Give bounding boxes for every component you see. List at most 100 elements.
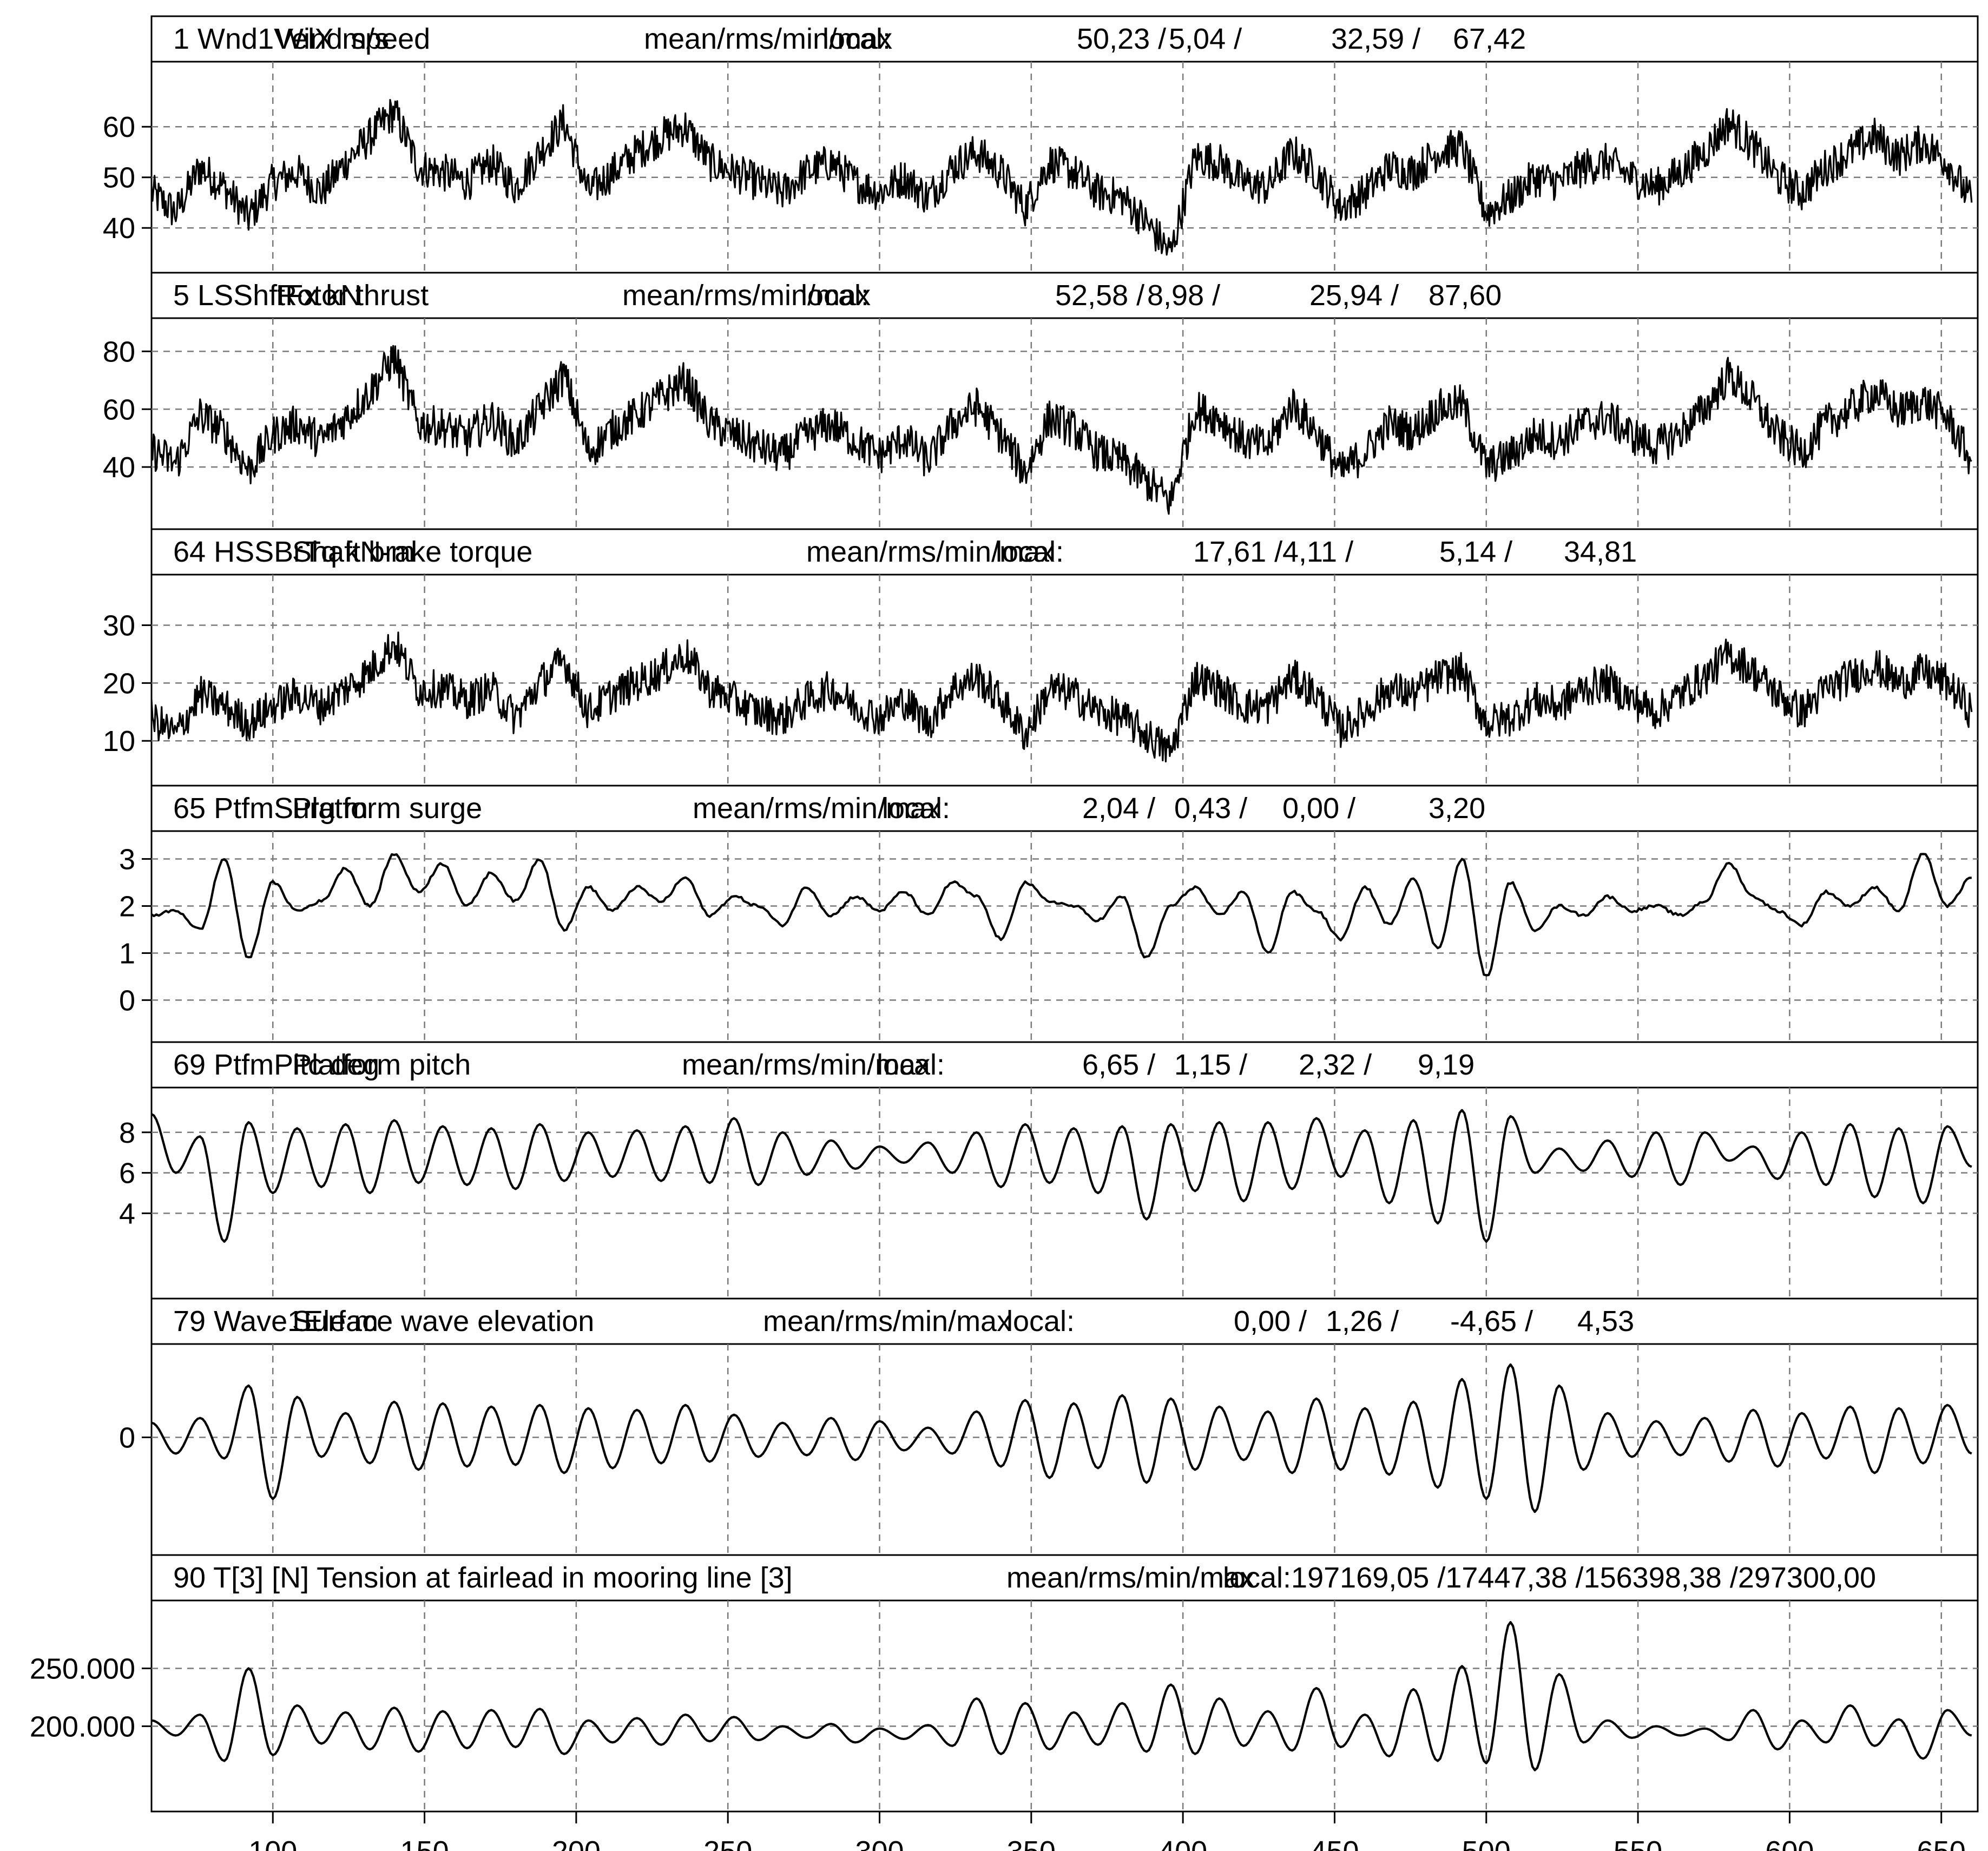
y-tick-label: 4 xyxy=(119,1197,135,1230)
y-tick-label: 40 xyxy=(103,212,135,245)
stat-mean: 2,04 / xyxy=(1082,792,1155,825)
stat-mean: 0,00 / xyxy=(1234,1305,1307,1338)
x-tick-label: 150 xyxy=(400,1835,449,1851)
stat-max: 9,19 xyxy=(1418,1049,1474,1081)
x-tick-label: 400 xyxy=(1158,1835,1207,1851)
y-tick-label: 20 xyxy=(103,667,135,700)
panel-plot-area xyxy=(150,830,1979,1043)
signal-description: Surface wave elevation xyxy=(292,1305,594,1338)
stat-max: 67,42 xyxy=(1453,23,1526,55)
stat-mean: 50,23 / xyxy=(1077,23,1166,55)
panel-plot-area xyxy=(150,1086,1979,1300)
y-tick-label: 30 xyxy=(103,609,135,642)
series-line xyxy=(152,98,1973,256)
stat-mean: 17,61 / xyxy=(1193,536,1282,568)
stat-max: 87,60 xyxy=(1429,279,1502,312)
x-tick-label: 600 xyxy=(1765,1835,1814,1851)
stat-rms: 1,26 / xyxy=(1326,1305,1399,1338)
local-label: local: xyxy=(882,792,950,825)
stats-label: mean/rms/min/max xyxy=(693,792,941,825)
series-line xyxy=(152,1621,1972,1771)
panel-header xyxy=(150,1554,1979,1602)
y-tick-label: 3 xyxy=(119,843,135,875)
stat-rms: 4,11 / xyxy=(1282,536,1353,568)
y-tick-label: 6 xyxy=(119,1157,135,1190)
y-tick-label: 60 xyxy=(103,111,135,143)
stats-label: mean/rms/min/max xyxy=(763,1305,1011,1338)
local-label: local: xyxy=(1006,1305,1075,1338)
y-tick-label: 8 xyxy=(119,1117,135,1149)
x-tick-label: 100 xyxy=(248,1835,297,1851)
stat-min: 32,59 / xyxy=(1331,23,1420,55)
x-tick-label: 650 xyxy=(1917,1835,1966,1851)
y-tick-label: 10 xyxy=(103,725,135,757)
stats-label: mean/rms/min/max xyxy=(622,279,871,312)
stat-min: 2,32 / xyxy=(1299,1049,1372,1081)
signal-name: 65 PtfmSurg m xyxy=(173,792,368,825)
signal-name: 69 PtfmPitc deg xyxy=(173,1049,379,1081)
panel-plot-area xyxy=(150,1343,1979,1556)
stat-rms: 0,43 / xyxy=(1174,792,1247,825)
stat-max: 4,53 xyxy=(1577,1305,1634,1338)
stat-rms: 1,15 / xyxy=(1174,1049,1247,1081)
y-tick-label: 40 xyxy=(103,451,135,484)
signal-description: Platform surge xyxy=(292,792,482,825)
y-tick-label: 1 xyxy=(119,937,135,970)
stat-max: 34,81 xyxy=(1564,536,1637,568)
series-line xyxy=(152,345,1972,515)
stat-max: 3,20 xyxy=(1429,792,1485,825)
local-label: local: xyxy=(996,536,1064,568)
series-line xyxy=(152,1363,1972,1513)
x-tick-label: 300 xyxy=(855,1835,904,1851)
series-line xyxy=(152,631,1973,763)
signal-name: 90 T[3] [N] Tension at fairlead in moori… xyxy=(173,1562,793,1594)
stats-label: mean/rms/min/max xyxy=(644,23,892,55)
stat-mean: local:197169,05 /17447,38 /156398,38 /29… xyxy=(1223,1562,1876,1594)
x-tick-label: 200 xyxy=(552,1835,601,1851)
x-tick-label: 450 xyxy=(1310,1835,1359,1851)
x-tick-label: 500 xyxy=(1462,1835,1511,1851)
stat-min: 0,00 / xyxy=(1282,792,1355,825)
panel-header xyxy=(150,1297,1979,1345)
signal-name: 5 LSShftFx kN xyxy=(173,279,361,312)
signal-name: 79 Wave1Ele m xyxy=(173,1305,378,1338)
stat-mean: 6,65 / xyxy=(1082,1049,1155,1081)
y-tick-label: 0 xyxy=(119,1422,135,1454)
y-tick-label: 50 xyxy=(103,162,135,194)
y-tick-label: 2 xyxy=(119,890,135,923)
stat-rms: 5,04 / xyxy=(1169,23,1242,55)
signal-name: 1 Wnd1VelX m/s xyxy=(173,23,389,55)
signal-description: Rotor thrust xyxy=(276,279,429,312)
stats-label: mean/rms/min/max xyxy=(806,536,1055,568)
y-tick-label: 60 xyxy=(103,393,135,426)
x-tick-label: 250 xyxy=(703,1835,752,1851)
x-tick-label: 350 xyxy=(1007,1835,1056,1851)
stat-min: 5,14 / xyxy=(1439,536,1512,568)
y-tick-label: 250.000 xyxy=(30,1653,135,1685)
y-tick-label: 200.000 xyxy=(30,1710,135,1743)
y-tick-label: 80 xyxy=(103,335,135,368)
series-line xyxy=(152,1109,1972,1243)
series-line xyxy=(152,853,1972,977)
signal-description: Wind speed xyxy=(276,23,430,55)
signal-description: Shaft brake torque xyxy=(292,536,532,568)
x-tick-label: 550 xyxy=(1614,1835,1662,1851)
local-label: local: xyxy=(877,1049,945,1081)
panel-header xyxy=(150,1041,1979,1089)
local-label: local: xyxy=(822,23,891,55)
signal-description: Platform pitch xyxy=(292,1049,471,1081)
local-label: local: xyxy=(801,279,869,312)
panel-header xyxy=(150,15,1979,63)
panel-header xyxy=(150,528,1979,576)
stat-min: 25,94 / xyxy=(1309,279,1399,312)
panel-plot-area xyxy=(150,1599,1979,1813)
stat-rms: 8,98 / xyxy=(1147,279,1220,312)
y-tick-label: 0 xyxy=(119,984,135,1017)
stat-mean: 52,58 / xyxy=(1055,279,1144,312)
stat-min: -4,65 / xyxy=(1450,1305,1533,1338)
signal-name: 64 HSSBrTq kN-m xyxy=(173,536,415,568)
stats-label: mean/rms/min/max xyxy=(1006,1562,1255,1594)
stats-label: mean/rms/min/max xyxy=(682,1049,930,1081)
